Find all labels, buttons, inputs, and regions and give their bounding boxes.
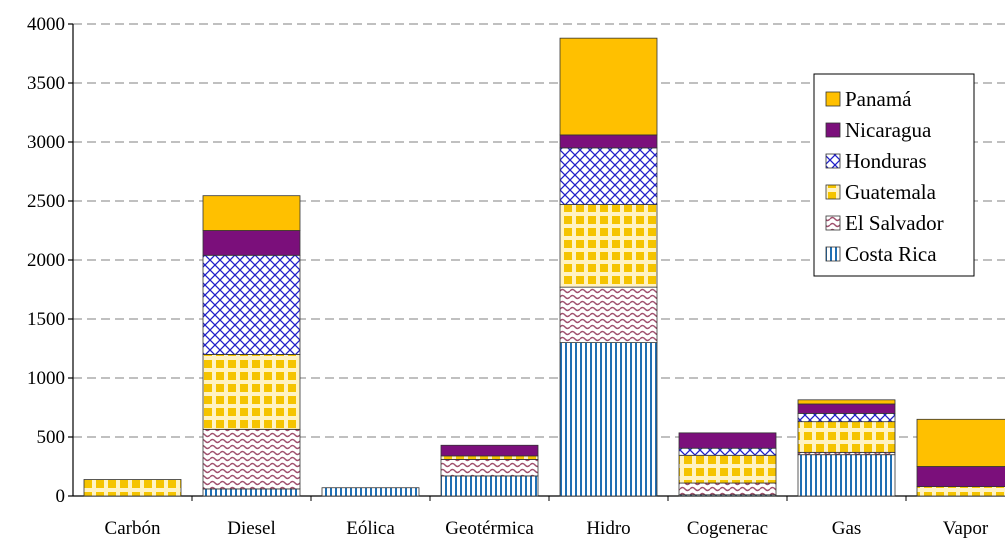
legend-box bbox=[813, 73, 975, 277]
legend-label-honduras: Honduras bbox=[845, 149, 927, 173]
bar-segment-diesel-honduras bbox=[202, 254, 301, 355]
bar-segment-gas-honduras bbox=[797, 412, 896, 423]
bar-segment-diesel-guatemala bbox=[202, 353, 301, 430]
legend-swatch-panama bbox=[825, 91, 841, 107]
y-tick-label-500: 500 bbox=[37, 427, 66, 448]
bar-stack-vapor bbox=[916, 418, 1005, 497]
y-tick-label-2500: 2500 bbox=[27, 191, 65, 212]
bar-segment-cogenerac-honduras bbox=[678, 447, 777, 456]
x-tick-label-cogenerac: Cogenerac bbox=[687, 518, 768, 539]
bar-segment-hidro-costa-rica bbox=[559, 342, 658, 497]
x-tick-label-vapor: Vapor bbox=[943, 518, 989, 539]
legend-label-panama: Panamá bbox=[845, 87, 912, 111]
legend-swatch-costa-rica bbox=[825, 246, 841, 262]
x-tick-label-hidro: Hidro bbox=[586, 518, 630, 539]
legend-label-el-salvador: El Salvador bbox=[845, 211, 944, 235]
bar-segment-cogenerac-guatemala bbox=[678, 454, 777, 484]
y-tick-label-2000: 2000 bbox=[27, 250, 65, 271]
legend: Panamá Nicaragua Honduras Guatemala El Salva… bbox=[813, 73, 975, 277]
x-tick-label-carbon: Carbón bbox=[105, 518, 161, 539]
bar-segment-cogenerac-el-salvador bbox=[678, 482, 777, 496]
bar-stack-hidro bbox=[559, 37, 658, 497]
legend-label-costa-rica: Costa Rica bbox=[845, 242, 937, 266]
bar-segment-hidro-guatemala bbox=[559, 204, 658, 288]
tick-labels: 0 500 1000 1500 2000 2500 3000 3500 4000 Carbón Di… bbox=[27, 14, 989, 539]
legend-label-guatemala: Guatemala bbox=[845, 180, 937, 204]
bar-segment-diesel-nicaragua bbox=[202, 230, 301, 256]
bar-segment-gas-costa-rica bbox=[797, 454, 896, 497]
bar-stack-carbon bbox=[83, 479, 182, 497]
x-tick-label-gas: Gas bbox=[832, 518, 862, 539]
bar-segment-diesel-panama bbox=[202, 195, 301, 231]
bar-segment-vapor-nicaragua bbox=[916, 466, 1005, 487]
bar-segment-hidro-nicaragua bbox=[559, 134, 658, 149]
y-tick-label-4000: 4000 bbox=[27, 14, 65, 35]
bar-segment-vapor-guatemala bbox=[916, 486, 1005, 497]
bar-segment-eolica-costa-rica bbox=[321, 487, 420, 497]
bar-segment-gas-guatemala bbox=[797, 421, 896, 453]
legend-swatch-nicaragua bbox=[825, 122, 841, 138]
y-tick-label-3000: 3000 bbox=[27, 132, 65, 153]
x-tick-label-geotermica: Geotérmica bbox=[445, 518, 534, 539]
bar-stack-cogenerac bbox=[678, 432, 777, 497]
legend-swatch-el-salvador bbox=[825, 215, 841, 231]
bar-stack-diesel bbox=[202, 195, 301, 497]
x-tick-label-diesel: Diesel bbox=[227, 518, 276, 539]
bar-stack-gas bbox=[797, 399, 896, 497]
bar-segment-gas-nicaragua bbox=[797, 403, 896, 414]
bar-segment-diesel-costa-rica bbox=[202, 488, 301, 497]
y-tick-label-1500: 1500 bbox=[27, 309, 65, 330]
bar-segment-vapor-panama bbox=[916, 418, 1005, 467]
legend-swatch-honduras bbox=[825, 153, 841, 169]
y-tick-label-3500: 3500 bbox=[27, 73, 65, 94]
bars bbox=[83, 37, 1005, 497]
bar-segment-hidro-honduras bbox=[559, 147, 658, 205]
y-tick-label-0: 0 bbox=[56, 486, 66, 507]
bar-segment-geotermica-el-salvador bbox=[440, 459, 539, 477]
bar-segment-gas-panama bbox=[797, 399, 896, 405]
y-tick-label-1000: 1000 bbox=[27, 368, 65, 389]
x-tick-label-eolica: Eólica bbox=[346, 518, 395, 539]
legend-swatch-guatemala bbox=[825, 184, 841, 200]
bar-segment-hidro-el-salvador bbox=[559, 286, 658, 344]
legend-label-nicaragua: Nicaragua bbox=[845, 118, 932, 142]
bar-segment-geotermica-nicaragua bbox=[440, 444, 539, 457]
bar-segment-geotermica-costa-rica bbox=[440, 475, 539, 497]
bar-segment-diesel-el-salvador bbox=[202, 428, 301, 490]
bar-stack-eolica bbox=[321, 487, 420, 497]
bar-stack-geotermica bbox=[440, 444, 539, 497]
bar-segment-geotermica-guatemala bbox=[440, 455, 539, 460]
bar-segment-cogenerac-nicaragua bbox=[678, 432, 777, 449]
bar-segment-carbon-guatemala bbox=[83, 479, 182, 497]
bar-segment-hidro-panama bbox=[559, 37, 658, 136]
